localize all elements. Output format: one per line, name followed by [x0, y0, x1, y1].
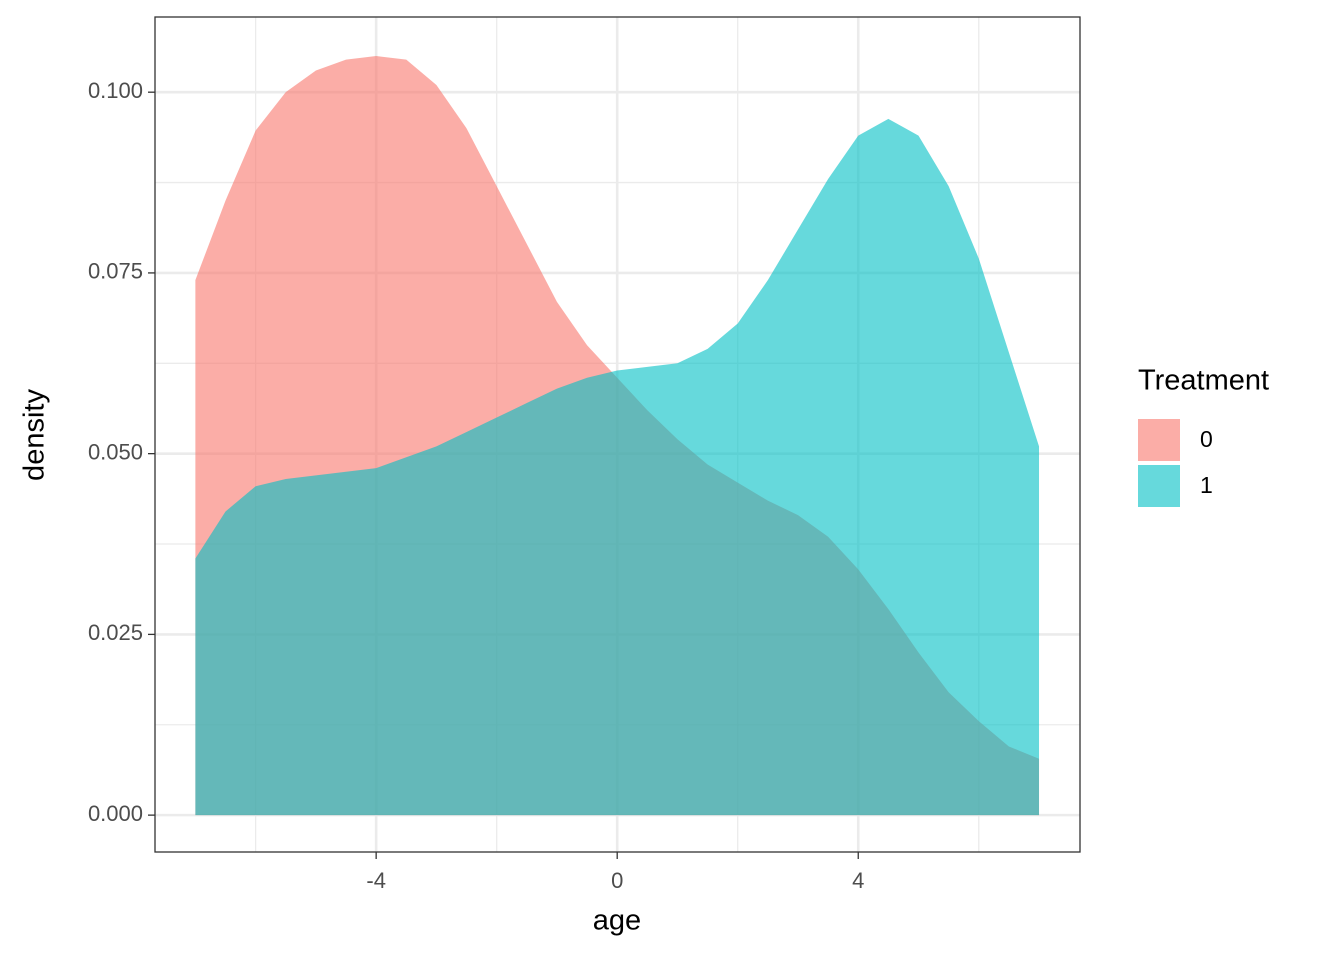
y-tick-label: 0.000 [88, 801, 143, 826]
y-axis-title: density [19, 389, 51, 481]
density-area [195, 118, 1040, 816]
y-tick-label: 0.075 [88, 259, 143, 284]
legend-label: 0 [1200, 426, 1213, 452]
y-tick-label: 0.100 [88, 78, 143, 103]
x-tick-label: -4 [366, 868, 386, 893]
y-tick-label: 0.025 [88, 620, 143, 645]
legend-swatch [1138, 465, 1180, 507]
x-axis-title: age [593, 905, 641, 937]
legend-swatch [1138, 419, 1180, 461]
legend-title: Treatment [1138, 365, 1269, 397]
x-tick-label: 0 [611, 868, 623, 893]
x-tick-label: 4 [852, 868, 864, 893]
y-tick-label: 0.050 [88, 439, 143, 464]
legend-label: 1 [1200, 472, 1213, 498]
